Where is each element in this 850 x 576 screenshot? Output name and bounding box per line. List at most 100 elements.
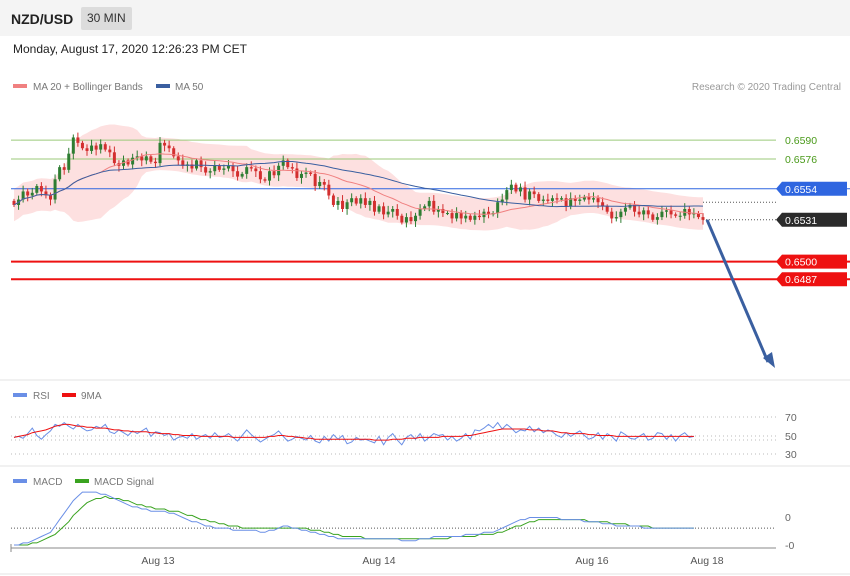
candle-body xyxy=(144,156,148,161)
candle-body xyxy=(299,173,303,178)
candle-body xyxy=(286,160,290,168)
candle-body xyxy=(436,209,440,212)
candle-body xyxy=(372,200,376,212)
candle-body xyxy=(455,213,459,219)
candle-body xyxy=(509,184,513,191)
candle-body xyxy=(400,215,404,223)
candle-body xyxy=(623,207,627,212)
x-tick-aug-16: Aug 16 xyxy=(575,555,608,567)
candle-body xyxy=(427,200,431,207)
candle-body xyxy=(386,211,390,215)
candle-body xyxy=(569,198,573,207)
candle-body xyxy=(236,171,240,177)
candle-body xyxy=(67,153,71,170)
candle-body xyxy=(550,198,554,201)
candle-body xyxy=(163,142,167,146)
ma20-legend-swatch xyxy=(13,84,27,88)
candle-body xyxy=(441,209,445,214)
rsi-ma-legend-label: 9MA xyxy=(81,391,102,402)
last-price-tag xyxy=(776,212,847,227)
candle-body xyxy=(94,145,98,150)
candle-body xyxy=(537,194,541,201)
candle-body xyxy=(80,142,84,149)
candle-body xyxy=(409,217,413,222)
candle-body xyxy=(281,160,285,166)
candle-body xyxy=(564,198,568,207)
candle-body xyxy=(605,206,609,212)
forecast-arrow xyxy=(705,219,770,363)
candle-body xyxy=(573,198,577,201)
last-price-label: 0.6531 xyxy=(785,215,817,227)
candle-body xyxy=(44,191,48,196)
candle-body xyxy=(103,144,107,150)
macd-signal-legend-swatch xyxy=(75,479,89,483)
candle-body xyxy=(158,142,162,164)
candle-body xyxy=(637,211,641,215)
candle-body xyxy=(674,214,678,216)
rsi-ma-line xyxy=(13,423,694,441)
candle-body xyxy=(322,182,326,185)
candle-body xyxy=(167,145,171,149)
candle-body xyxy=(71,137,75,154)
candle-body xyxy=(341,200,345,209)
candle-body xyxy=(35,186,39,193)
candle-body xyxy=(336,200,340,205)
candle-body xyxy=(39,186,43,192)
ma50-legend-swatch xyxy=(156,84,170,88)
candle-body xyxy=(633,204,637,212)
candle-body xyxy=(345,202,349,209)
candle-body xyxy=(359,198,363,204)
candle-body xyxy=(496,202,500,214)
forecast-arrowhead xyxy=(763,352,775,368)
x-tick-aug-14: Aug 14 xyxy=(362,555,395,567)
candle-body xyxy=(85,148,89,151)
candle-body xyxy=(459,213,463,219)
bollinger-band xyxy=(14,124,703,231)
candle-body xyxy=(195,160,199,169)
candle-body xyxy=(331,195,335,205)
candle-body xyxy=(263,179,267,181)
candle-body xyxy=(226,165,230,169)
rsi-line xyxy=(13,421,695,446)
chart-header: NZD/USD 30 MIN xyxy=(0,0,850,36)
candle-body xyxy=(687,209,691,215)
timeframe-button[interactable]: 30 MIN xyxy=(81,7,132,30)
candle-body xyxy=(181,160,185,166)
candle-body xyxy=(172,148,176,157)
candle-body xyxy=(696,213,700,218)
level-tag-0.6500 xyxy=(776,254,847,269)
candle-body xyxy=(62,167,66,170)
candle-body xyxy=(309,172,313,174)
candle-body xyxy=(318,182,322,187)
candle-body xyxy=(222,168,226,170)
macd-tick-0: 0 xyxy=(785,512,791,524)
candle-body xyxy=(245,167,249,174)
candle-body xyxy=(464,215,468,219)
candle-body xyxy=(240,173,244,177)
candle-body xyxy=(614,217,618,219)
candle-body xyxy=(354,198,358,204)
candle-body xyxy=(664,210,668,212)
candle-body xyxy=(528,191,532,200)
candle-body xyxy=(268,171,272,181)
macd-tick-neg: -0 xyxy=(785,540,794,552)
candle-body xyxy=(231,165,235,172)
candle-body xyxy=(112,152,116,164)
candle-body xyxy=(382,206,386,215)
candle-body xyxy=(90,145,94,151)
level-tag-0.6487 xyxy=(776,272,847,287)
ma50-legend-label: MA 50 xyxy=(175,82,204,93)
rsi-panel: 70 50 30 xyxy=(11,412,797,461)
candle-body xyxy=(49,195,53,200)
candle-body xyxy=(391,209,395,212)
research-credit: Research © 2020 Trading Central xyxy=(692,82,841,93)
level-label-0.6576: 0.6576 xyxy=(785,154,817,166)
rsi-tick-70: 70 xyxy=(785,412,797,424)
macd-signal-legend-label: MACD Signal xyxy=(94,477,154,488)
candle-body xyxy=(423,206,427,209)
candle-body xyxy=(414,215,418,222)
candle-body xyxy=(487,211,491,215)
rsi-tick-30: 30 xyxy=(785,449,797,461)
candle-body xyxy=(21,191,25,200)
